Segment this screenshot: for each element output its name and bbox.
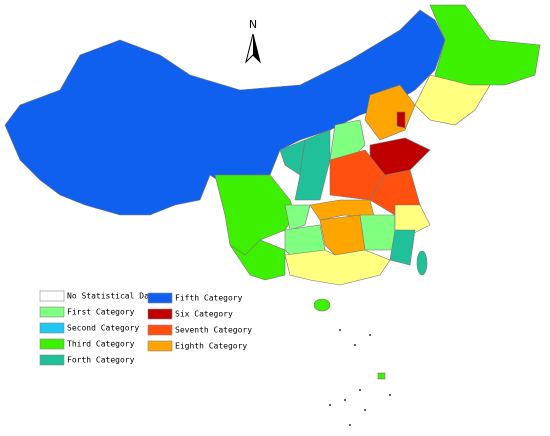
region — [229, 239, 286, 281]
island — [349, 424, 351, 426]
islands — [329, 329, 391, 426]
legend-label: Forth Category — [67, 356, 135, 365]
region — [214, 174, 296, 256]
island — [389, 394, 391, 396]
legend-label: First Category — [67, 308, 135, 317]
legend-label: Eighth Category — [175, 342, 247, 351]
island — [339, 329, 341, 331]
island — [354, 344, 356, 346]
legend-label: No Statistical Data — [67, 292, 159, 301]
region — [414, 74, 491, 126]
legend: No Statistical Data First Category Second … — [39, 290, 252, 366]
legend-swatch — [39, 322, 65, 334]
legend-label: Fifth Category — [175, 294, 243, 303]
region — [429, 4, 541, 96]
legend-label: Six Category — [175, 310, 233, 319]
region — [394, 204, 431, 236]
legend-label: Seventh Category — [175, 326, 252, 335]
region — [294, 129, 331, 201]
legend-swatch — [147, 340, 173, 352]
north-label: N — [249, 18, 257, 31]
arrow-half — [253, 34, 260, 62]
legend-swatch — [147, 324, 173, 336]
region — [313, 298, 331, 312]
region — [416, 250, 428, 276]
region — [319, 214, 366, 256]
region — [359, 214, 396, 251]
island — [344, 399, 346, 401]
region — [284, 204, 311, 231]
island — [364, 409, 366, 411]
legend-swatch — [39, 354, 65, 366]
legend-swatch — [39, 306, 65, 318]
regions — [4, 4, 541, 380]
legend-swatch — [39, 290, 65, 302]
island — [369, 334, 371, 336]
legend-swatch — [39, 338, 65, 350]
north-arrow: N — [245, 18, 261, 64]
legend-swatch — [147, 292, 173, 304]
island — [329, 404, 331, 406]
region — [396, 111, 406, 129]
legend-label: Third Category — [67, 340, 135, 349]
region — [284, 249, 391, 286]
region — [389, 229, 416, 266]
island — [359, 389, 361, 391]
legend-label: Second Category — [67, 324, 139, 333]
region — [377, 372, 386, 380]
legend-swatch — [147, 308, 173, 320]
